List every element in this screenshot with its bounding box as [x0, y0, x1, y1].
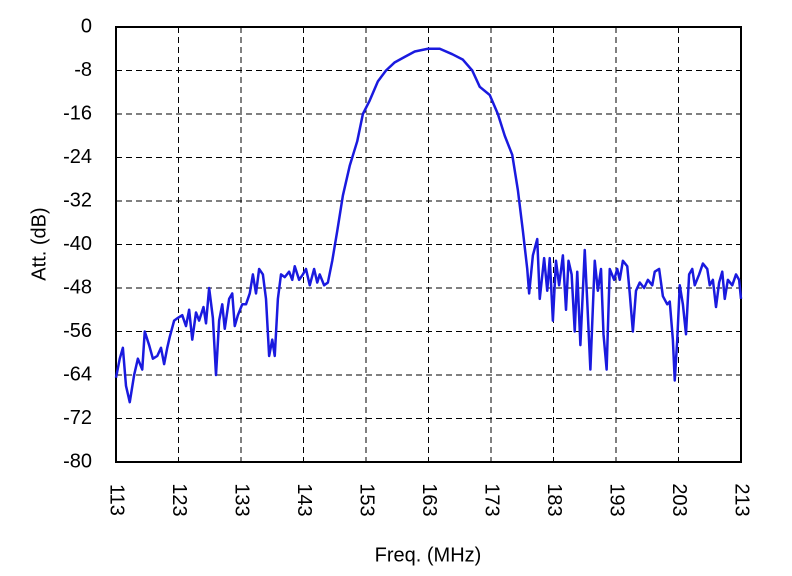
y-axis-label: Att. (dB) — [28, 207, 50, 280]
y-tick-label: 0 — [81, 15, 92, 37]
x-tick-label: 173 — [481, 483, 503, 516]
x-axis-label: Freq. (MHz) — [375, 544, 482, 566]
y-tick-label: -32 — [63, 189, 92, 211]
y-tick-label: -40 — [63, 233, 92, 255]
y-tick-label: -16 — [63, 102, 92, 124]
y-tick-label: -8 — [74, 59, 92, 81]
y-tick-label: -72 — [63, 407, 92, 429]
y-tick-label: -64 — [63, 363, 92, 385]
x-tick-label: 133 — [231, 483, 253, 516]
y-tick-label: -48 — [63, 276, 92, 298]
x-tick-label: 213 — [731, 483, 753, 516]
y-tick-label: -56 — [63, 320, 92, 342]
x-tick-label: 183 — [543, 483, 565, 516]
x-tick-label: 153 — [356, 483, 378, 516]
y-tick-label: -24 — [63, 146, 92, 168]
x-tick-label: 123 — [168, 483, 190, 516]
line-series — [114, 47, 743, 404]
x-tick-label: 143 — [293, 483, 315, 516]
x-tick-label: 163 — [418, 483, 440, 516]
x-tick-label: 113 — [106, 484, 128, 516]
x-tick-label: 193 — [606, 483, 628, 516]
y-tick-label: -80 — [63, 450, 92, 472]
plot-frame — [115, 26, 742, 463]
x-tick-label: 203 — [668, 483, 690, 516]
